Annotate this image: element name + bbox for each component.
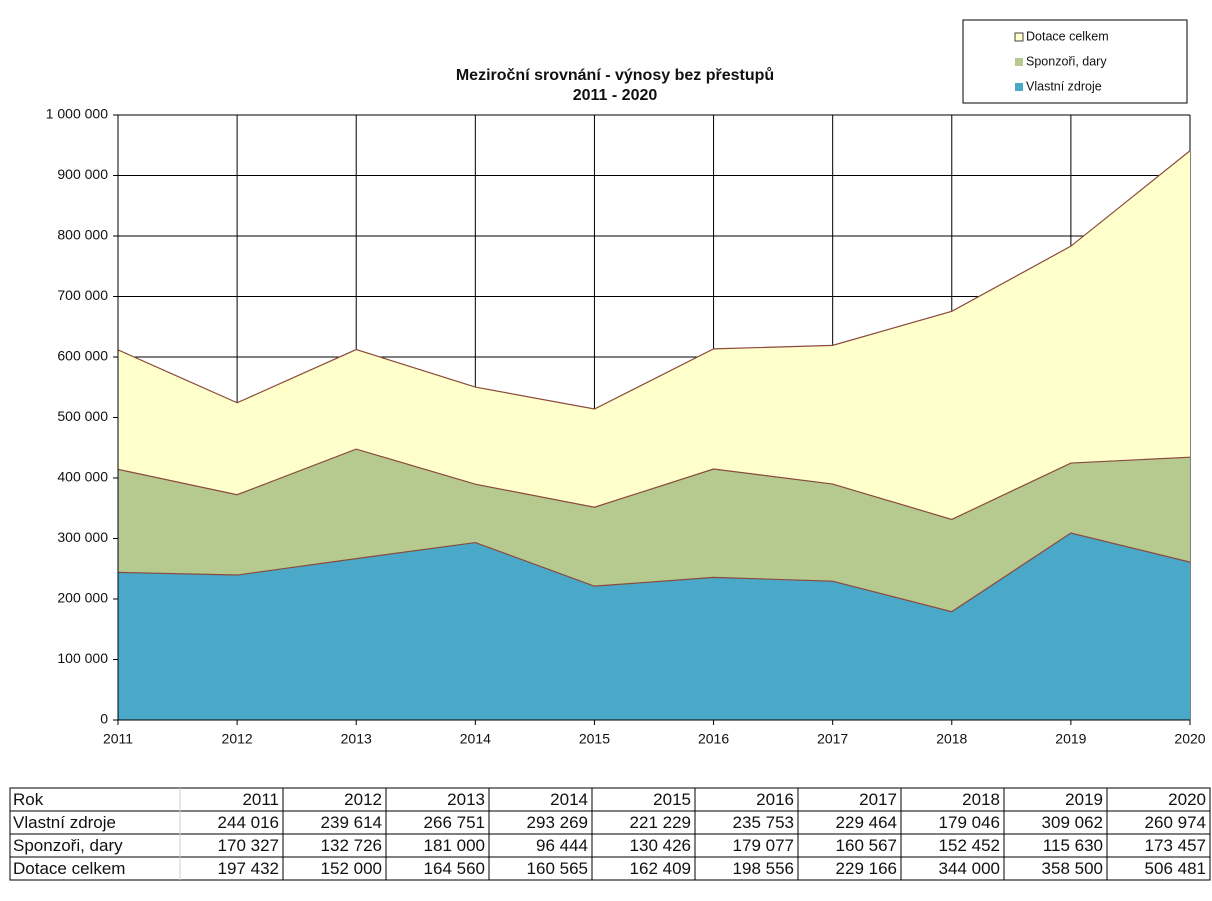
table-cell: 170 327 bbox=[218, 836, 279, 855]
y-tick-label: 100 000 bbox=[57, 650, 108, 666]
table-cell: 96 444 bbox=[536, 836, 588, 855]
table-cell: 293 269 bbox=[527, 813, 588, 832]
y-tick-label: 500 000 bbox=[57, 408, 108, 424]
x-tick-label: 2015 bbox=[579, 731, 610, 747]
y-tick-label: 400 000 bbox=[57, 469, 108, 485]
legend-label: Dotace celkem bbox=[1026, 29, 1109, 43]
table-year: 2020 bbox=[1168, 790, 1206, 809]
table-cell: 115 630 bbox=[1043, 836, 1103, 855]
table-cell: 229 464 bbox=[836, 813, 897, 832]
y-tick-label: 800 000 bbox=[57, 227, 108, 243]
x-tick-label: 2020 bbox=[1174, 731, 1205, 747]
area-edge bbox=[117, 448, 1191, 521]
table-cell: 197 432 bbox=[218, 859, 279, 878]
area bbox=[118, 449, 1190, 612]
table-cell: 358 500 bbox=[1042, 859, 1103, 878]
x-tick-label: 2013 bbox=[341, 731, 372, 747]
table-cell: 244 016 bbox=[218, 813, 279, 832]
chart-subtitle: 2011 - 2020 bbox=[573, 87, 658, 104]
legend-swatch bbox=[1014, 32, 1024, 42]
table-year: 2012 bbox=[344, 790, 382, 809]
area bbox=[118, 533, 1190, 720]
table-year: 2018 bbox=[962, 790, 1000, 809]
area-edge bbox=[117, 532, 1191, 613]
y-tick-label: 900 000 bbox=[57, 166, 108, 182]
y-tick-label: 1 000 000 bbox=[46, 106, 108, 122]
y-tick-label: 700 000 bbox=[57, 287, 108, 303]
area bbox=[118, 150, 1190, 520]
table-cell: 260 974 bbox=[1145, 813, 1206, 832]
legend-swatch bbox=[1015, 83, 1023, 91]
table-cell: 221 229 bbox=[630, 813, 691, 832]
table-cell: 229 166 bbox=[836, 859, 897, 878]
table-cell: 198 556 bbox=[733, 859, 794, 878]
table-cell: 266 751 bbox=[424, 813, 485, 832]
table-cell: 344 000 bbox=[939, 859, 1000, 878]
y-tick-label: 0 bbox=[100, 711, 108, 727]
table-cell: 239 614 bbox=[321, 813, 382, 832]
table-cell: 179 077 bbox=[733, 836, 794, 855]
table-row-label: Vlastní zdroje bbox=[13, 813, 116, 832]
table-cell: 235 753 bbox=[733, 813, 794, 832]
y-tick-label: 200 000 bbox=[57, 590, 108, 606]
table-year: 2013 bbox=[447, 790, 485, 809]
table-cell: 160 565 bbox=[527, 859, 588, 878]
table-year: 2011 bbox=[242, 790, 279, 809]
table-cell: 132 726 bbox=[321, 836, 382, 855]
table-cell: 152 000 bbox=[321, 859, 382, 878]
x-tick-label: 2014 bbox=[460, 731, 491, 747]
legend-label: Vlastní zdroje bbox=[1026, 79, 1102, 93]
table-cell: 181 000 bbox=[424, 836, 485, 855]
x-tick-label: 2018 bbox=[936, 731, 967, 747]
table-header: Rok bbox=[13, 790, 44, 809]
table-row-label: Sponzoři, dary bbox=[13, 836, 123, 855]
table-year: 2016 bbox=[756, 790, 794, 809]
table-cell: 309 062 bbox=[1042, 813, 1103, 832]
x-tick-label: 2011 bbox=[103, 731, 133, 747]
table-cell: 164 560 bbox=[424, 859, 485, 878]
x-tick-label: 2019 bbox=[1055, 731, 1086, 747]
table-cell: 162 409 bbox=[630, 859, 691, 878]
x-tick-label: 2012 bbox=[222, 731, 253, 747]
y-tick-label: 300 000 bbox=[57, 529, 108, 545]
table-cell: 506 481 bbox=[1145, 859, 1206, 878]
chart-title: Meziroční srovnání - výnosy bez přestupů bbox=[456, 67, 774, 84]
x-tick-label: 2017 bbox=[817, 731, 848, 747]
legend-label: Sponzoři, dary bbox=[1026, 54, 1107, 68]
table-cell: 130 426 bbox=[630, 836, 691, 855]
table-cell: 160 567 bbox=[836, 836, 897, 855]
table-cell: 179 046 bbox=[939, 813, 1000, 832]
table-year: 2019 bbox=[1065, 790, 1103, 809]
y-tick-label: 600 000 bbox=[57, 348, 108, 364]
table-year: 2015 bbox=[653, 790, 691, 809]
area-edge bbox=[117, 150, 1191, 410]
table-cell: 152 452 bbox=[939, 836, 1000, 855]
legend-swatch bbox=[1015, 58, 1023, 66]
legend-box bbox=[962, 19, 1188, 104]
table-cell: 173 457 bbox=[1145, 836, 1206, 855]
table-year: 2014 bbox=[550, 790, 588, 809]
table-year: 2017 bbox=[859, 790, 897, 809]
table-row-label: Dotace celkem bbox=[13, 859, 125, 878]
x-tick-label: 2016 bbox=[698, 731, 729, 747]
